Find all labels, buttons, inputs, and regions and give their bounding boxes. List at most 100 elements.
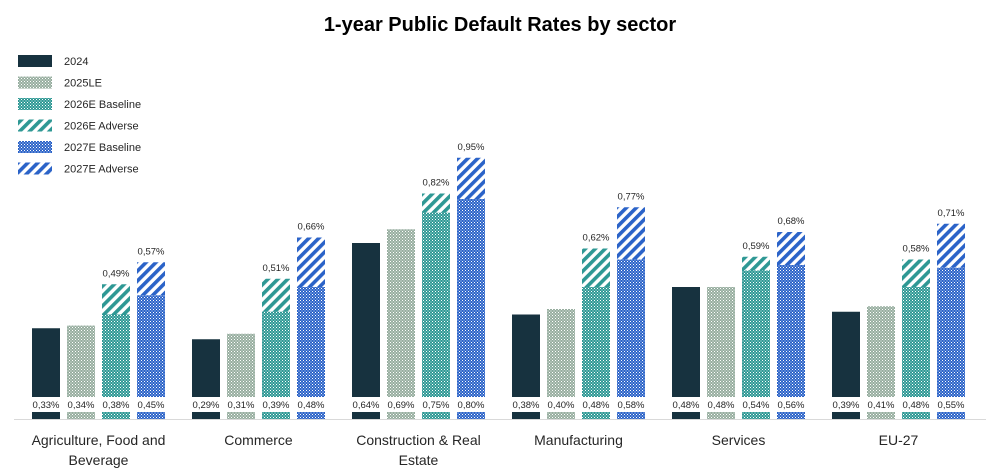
data-label-adverse: 0,82%	[423, 178, 450, 189]
data-label: 0,39%	[833, 400, 860, 411]
data-label: 0,48%	[708, 400, 735, 411]
bar-2026e-adverse	[902, 259, 930, 287]
legend-swatch	[18, 119, 52, 132]
data-label: 0,40%	[548, 400, 575, 411]
bar-2026e-adverse	[422, 193, 450, 213]
bar-2027e-adverse	[457, 157, 485, 199]
data-label-bg	[828, 397, 864, 412]
data-label: 0,80%	[458, 400, 485, 411]
bar-2027e-baseline	[617, 259, 645, 419]
bar-2027e-adverse	[777, 232, 805, 265]
data-label-bg	[293, 397, 329, 412]
data-label: 0,29%	[193, 400, 220, 411]
category-label: Services	[712, 432, 766, 448]
legend-label: 2026E Baseline	[64, 99, 141, 111]
data-label: 0,39%	[263, 400, 290, 411]
data-label-bg	[383, 397, 419, 412]
data-label-adverse: 0,77%	[618, 191, 645, 202]
data-label-bg	[418, 397, 454, 412]
bar-2027e-baseline	[777, 265, 805, 419]
data-label-bg	[223, 397, 259, 412]
data-label: 0,54%	[743, 400, 770, 411]
data-label-bg	[703, 397, 739, 412]
data-label-adverse: 0,59%	[743, 241, 770, 252]
legend-label: 2026E Adverse	[64, 121, 139, 133]
category-label: Agriculture, Food and	[32, 432, 166, 448]
bar-2027e-adverse	[937, 223, 965, 268]
data-label-adverse: 0,49%	[103, 268, 130, 279]
data-label-bg	[508, 397, 544, 412]
data-label-adverse: 0,71%	[938, 208, 965, 219]
data-label-bg	[188, 397, 224, 412]
bar-2027e-adverse	[297, 237, 325, 287]
data-label: 0,69%	[388, 400, 415, 411]
bar-2025le	[387, 229, 415, 419]
data-label-bg	[348, 397, 384, 412]
bar-2026e-baseline	[742, 270, 770, 419]
legend-swatch	[18, 98, 52, 110]
data-label-bg	[898, 397, 934, 412]
data-label-bg	[258, 397, 294, 412]
bar-2027e-adverse	[617, 207, 645, 260]
legend-label: 2025LE	[64, 78, 102, 90]
bar-2026e-adverse	[582, 248, 610, 287]
data-label-adverse: 0,68%	[778, 216, 805, 227]
data-label: 0,31%	[228, 400, 255, 411]
category-label: EU-27	[879, 432, 919, 448]
legend-swatch	[18, 76, 52, 89]
bar-2027e-adverse	[137, 262, 165, 296]
bar-2024	[352, 243, 380, 419]
data-label: 0,58%	[618, 400, 645, 411]
data-label: 0,38%	[103, 400, 130, 411]
chart-title: 1-year Public Default Rates by sector	[323, 14, 677, 36]
data-label: 0,33%	[33, 400, 60, 411]
data-label: 0,56%	[778, 400, 805, 411]
data-label: 0,48%	[583, 400, 610, 411]
bar-2026e-adverse	[102, 284, 130, 315]
legend-swatch	[18, 162, 52, 175]
data-label-bg	[933, 397, 969, 412]
category-label: Estate	[399, 452, 439, 468]
category-label: Construction & Real	[356, 432, 481, 448]
data-label-adverse: 0,62%	[583, 233, 610, 244]
bar-2026e-adverse	[742, 256, 770, 271]
category-label: Manufacturing	[534, 432, 623, 448]
data-label-bg	[613, 397, 649, 412]
legend-swatch	[18, 55, 52, 67]
legend-swatch	[18, 141, 52, 153]
data-label: 0,34%	[68, 400, 95, 411]
data-label-bg	[133, 397, 169, 412]
data-label-bg	[668, 397, 704, 412]
data-label-bg	[63, 397, 99, 412]
legend-label: 2027E Baseline	[64, 142, 141, 154]
category-label: Beverage	[69, 452, 129, 468]
data-label: 0,48%	[298, 400, 325, 411]
data-label-adverse: 0,58%	[903, 244, 930, 255]
data-label: 0,64%	[353, 400, 380, 411]
data-label: 0,75%	[423, 400, 450, 411]
legend-label: 2024	[64, 56, 88, 68]
data-label-bg	[578, 397, 614, 412]
data-label-adverse: 0,66%	[298, 222, 325, 233]
data-label: 0,38%	[513, 400, 540, 411]
data-label-adverse: 0,57%	[138, 246, 165, 257]
category-label: Commerce	[224, 432, 293, 448]
data-label: 0,48%	[903, 400, 930, 411]
bar-2026e-adverse	[262, 278, 290, 312]
data-label-bg	[738, 397, 774, 412]
bar-2027e-baseline	[937, 267, 965, 419]
bar-2026e-baseline	[422, 212, 450, 419]
data-label-bg	[863, 397, 899, 412]
data-label-bg	[453, 397, 489, 412]
data-label: 0,55%	[938, 400, 965, 411]
data-label: 0,41%	[868, 400, 895, 411]
data-label-bg	[98, 397, 134, 412]
bar-2027e-baseline	[457, 199, 485, 419]
data-label-bg	[543, 397, 579, 412]
data-label: 0,48%	[673, 400, 700, 411]
data-label-adverse: 0,51%	[263, 263, 290, 274]
data-label: 0,45%	[138, 400, 165, 411]
data-label-bg	[773, 397, 809, 412]
legend-label: 2027E Adverse	[64, 164, 139, 176]
